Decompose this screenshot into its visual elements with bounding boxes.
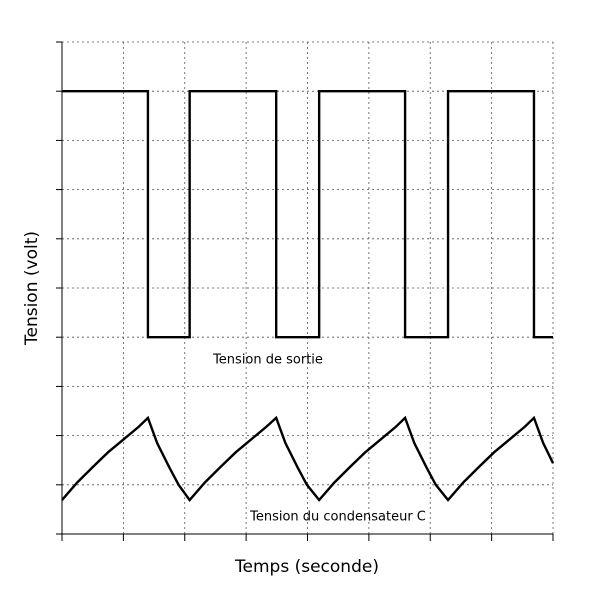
data-line [61, 415, 555, 502]
annotation: Tension du condensateur C [249, 510, 426, 525]
annotation: Tension de sortie [212, 353, 323, 368]
x-axis-label: Temps (seconde) [234, 557, 379, 577]
y-axis-label: Tension (volt) [22, 231, 42, 346]
data-line [62, 90, 553, 339]
